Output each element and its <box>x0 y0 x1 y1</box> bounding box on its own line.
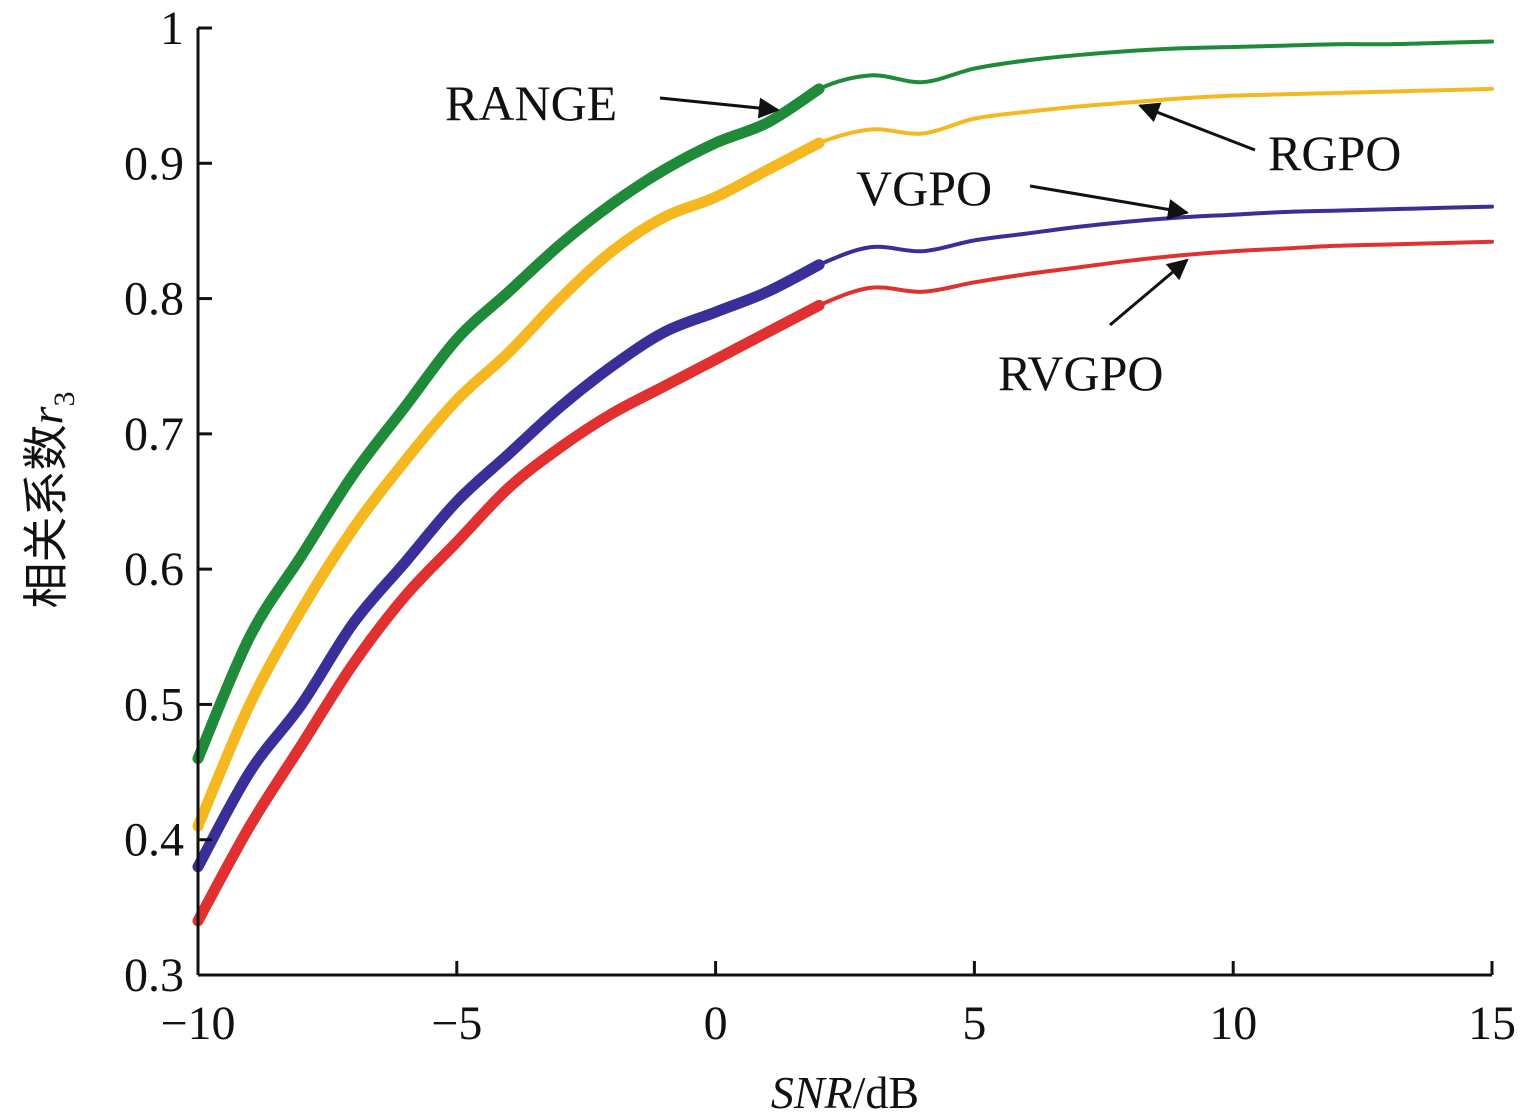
x-tick-label: −5 <box>431 997 482 1050</box>
annotation-label-rvgpo: RVGPO <box>998 345 1163 401</box>
annotation-label-range: RANGE <box>445 75 617 131</box>
annotation-arrow-rvgpo <box>1109 258 1189 327</box>
y-axis-title: 相关系数r3 <box>21 392 81 609</box>
x-axis-title-italic: SNR <box>771 1067 853 1117</box>
x-axis-title-unit: /dB <box>853 1067 919 1117</box>
annotation-arrow-rgpo <box>1138 102 1256 152</box>
y-tick-label: 0.7 <box>124 408 184 461</box>
x-tick-label: 5 <box>962 997 986 1050</box>
annotation-arrow-vgpo <box>1029 184 1190 220</box>
x-tick-label: −10 <box>160 997 235 1050</box>
y-tick-label: 0.9 <box>124 137 184 190</box>
x-tick-label: 0 <box>704 997 728 1050</box>
series-line-rvgpo-band <box>192 299 825 927</box>
y-axis-title-text: 相关系数 <box>21 424 72 608</box>
y-tick-label: 0.6 <box>124 543 184 596</box>
y-axis-title-symbol: r <box>21 405 72 424</box>
annotation-layer: RANGE RGPO VGPO RVGPO <box>445 75 1401 401</box>
y-tick-label: 0.8 <box>124 273 184 326</box>
series-line-range <box>196 39 1494 761</box>
annotation-label-vgpo: VGPO <box>856 160 992 216</box>
series-line-rgpo <box>196 86 1494 829</box>
annotation-arrow-range <box>659 96 780 119</box>
y-tick-label: 0.3 <box>124 949 184 1002</box>
x-tick-label: 10 <box>1209 997 1257 1050</box>
axes-layer <box>196 28 1492 977</box>
y-tick-label: 0.4 <box>124 814 184 867</box>
series-layer <box>192 39 1494 927</box>
x-axis-title: SNR/dB <box>771 1067 919 1117</box>
x-tick-label: 15 <box>1468 997 1516 1050</box>
ticks-layer: 0.3 0.4 0.5 0.6 0.7 0.8 0.9 1 −10 −5 0 5 10 15 <box>124 2 1516 1050</box>
annotation-label-rgpo: RGPO <box>1268 125 1401 181</box>
y-axis-title-subscript: 3 <box>48 392 81 407</box>
y-tick-label: 0.5 <box>124 678 184 731</box>
y-tick-label: 1 <box>160 2 184 55</box>
series-line-rvgpo <box>196 239 1494 923</box>
series-line-vgpo <box>196 204 1494 869</box>
